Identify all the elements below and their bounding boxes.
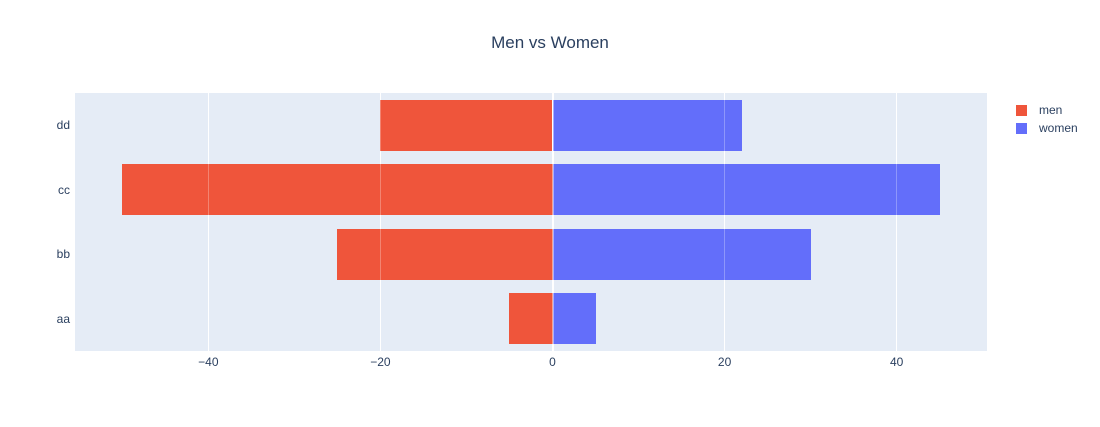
women-legend-swatch: [1016, 122, 1027, 134]
bar-men-dd[interactable]: [380, 99, 553, 151]
bar-women-aa[interactable]: [552, 293, 596, 345]
chart-title: Men vs Women: [491, 33, 609, 52]
gridline: [207, 93, 210, 351]
y-tick-label-aa: aa: [56, 311, 70, 326]
bar-women-bb[interactable]: [552, 228, 811, 280]
gridline: [895, 93, 898, 351]
y-tick-label-bb: bb: [56, 247, 70, 262]
bar-women-dd[interactable]: [552, 99, 742, 151]
men-legend-swatch: [1016, 104, 1027, 116]
gridline: [379, 93, 382, 351]
plot-area: [75, 93, 987, 351]
zero-gridline: [551, 93, 554, 351]
legend-item-women[interactable]: women: [1016, 120, 1078, 136]
y-tick-label-cc: cc: [58, 182, 70, 197]
legend: men women: [1016, 102, 1078, 136]
men-legend-label: men: [1039, 103, 1063, 117]
x-tick-label: 40: [889, 355, 904, 369]
women-legend-label: women: [1039, 121, 1078, 135]
bar-men-aa[interactable]: [509, 293, 553, 345]
gridline: [207, 93, 210, 351]
gridline: [895, 93, 898, 351]
gridline: [379, 93, 382, 351]
gridline: [723, 93, 726, 351]
x-tick-label: 0: [549, 355, 556, 369]
bar-women-cc[interactable]: [552, 164, 940, 216]
legend-item-men[interactable]: men: [1016, 102, 1078, 118]
y-tick-label-dd: dd: [56, 118, 70, 133]
zero-gridline: [551, 93, 554, 351]
x-tick-label: 20: [717, 355, 732, 369]
bar-men-cc[interactable]: [122, 164, 553, 216]
x-tick-label: −40: [198, 355, 219, 369]
x-tick-label: −20: [370, 355, 391, 369]
gridline: [723, 93, 726, 351]
bar-men-bb[interactable]: [337, 228, 553, 280]
